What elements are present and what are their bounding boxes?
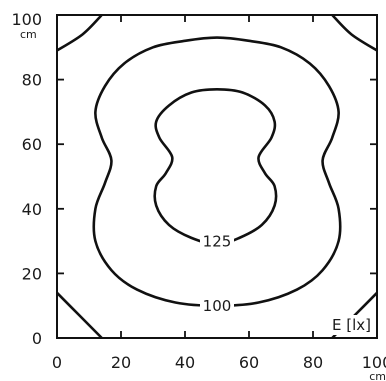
x-tick-label-60: 60 bbox=[239, 353, 259, 372]
contour-line-50-segment-3 bbox=[56, 291, 103, 339]
axis-ticks bbox=[57, 15, 377, 338]
y-tick-label-60: 60 bbox=[22, 135, 42, 154]
x-tick-label-100: 100 bbox=[362, 353, 386, 372]
contour-line-50-segment-1 bbox=[56, 14, 103, 52]
contour-label-125: 125 bbox=[203, 233, 232, 251]
axis-labels: 020406080100020406080100cmcmE [lx] bbox=[11, 10, 386, 381]
y-tick-label-20: 20 bbox=[22, 264, 42, 283]
contour-lines: 125 100 bbox=[56, 14, 378, 339]
quantity-label: E [lx] bbox=[332, 316, 371, 334]
y-tick-label-80: 80 bbox=[22, 71, 42, 90]
x-tick-label-0: 0 bbox=[52, 353, 62, 372]
contour-line-125 bbox=[153, 87, 278, 246]
contour-label-100: 100 bbox=[203, 297, 232, 315]
contour-line-50-segment-2 bbox=[331, 14, 378, 52]
plot-frame bbox=[56, 14, 378, 339]
x-tick-label-40: 40 bbox=[175, 353, 195, 372]
quantity-label-background bbox=[321, 315, 371, 335]
x-axis-unit: cm bbox=[369, 370, 386, 381]
contour-label-background-100 bbox=[200, 296, 234, 315]
y-tick-label-0: 0 bbox=[32, 329, 42, 348]
y-tick-label-100: 100 bbox=[11, 10, 42, 29]
y-tick-label-40: 40 bbox=[22, 200, 42, 219]
contour-line-100 bbox=[92, 36, 342, 307]
contour-label-background-125 bbox=[200, 232, 234, 251]
x-tick-label-80: 80 bbox=[303, 353, 323, 372]
x-tick-label-20: 20 bbox=[111, 353, 131, 372]
y-axis-unit: cm bbox=[20, 28, 37, 41]
